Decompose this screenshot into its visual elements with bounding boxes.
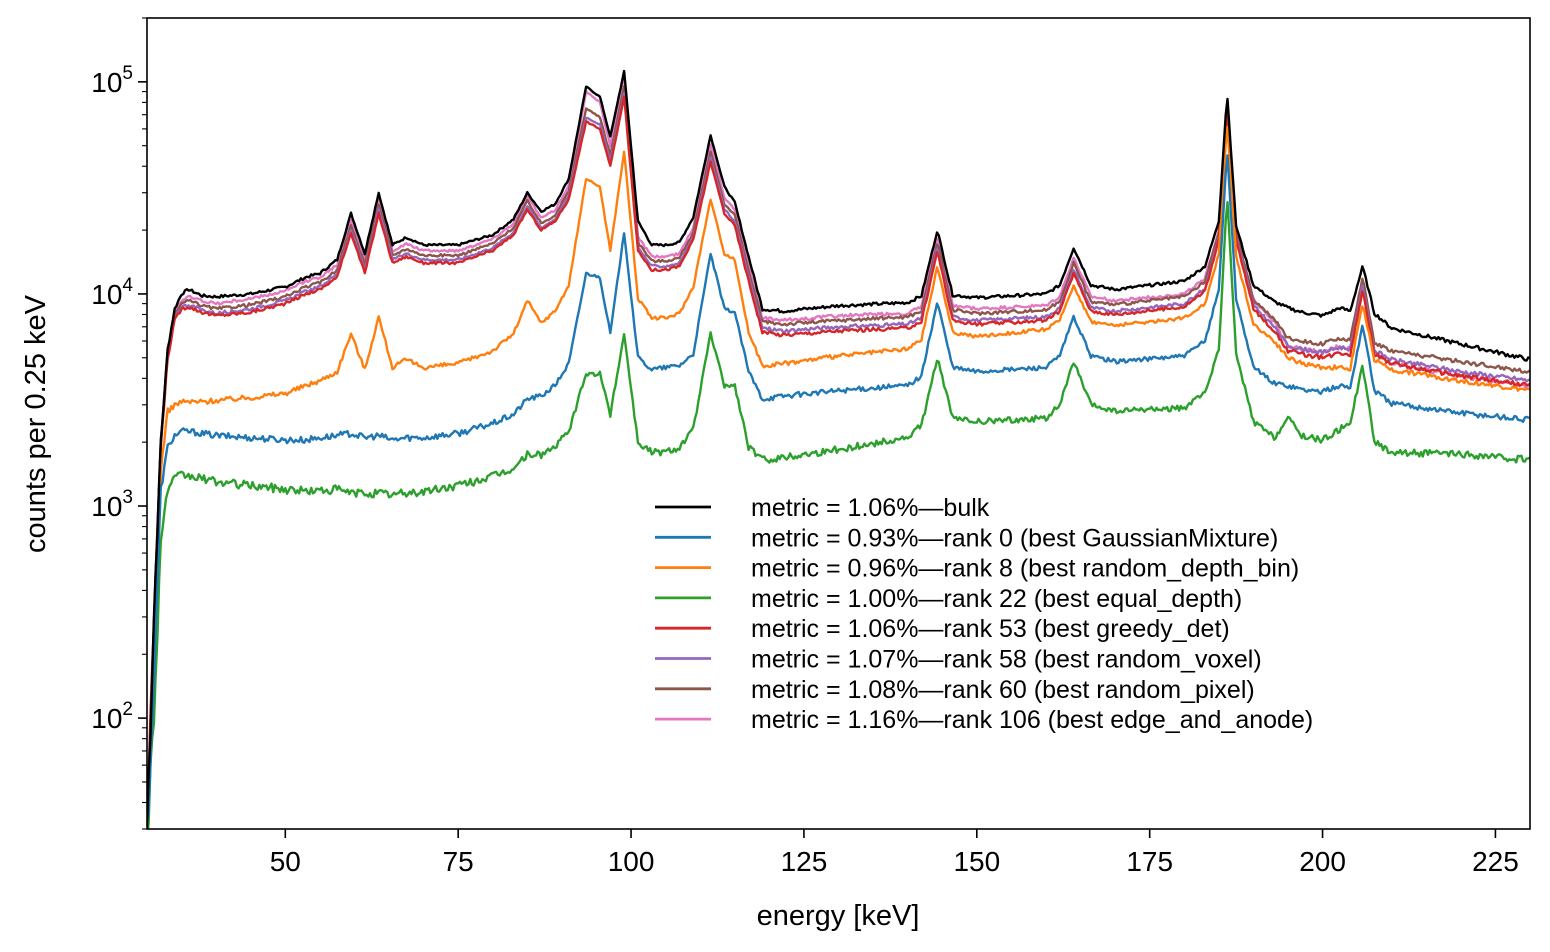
plot-frame [146,17,1531,830]
plot-background [147,18,1530,829]
x-tick-label: 50 [270,846,301,877]
legend-entry-label: metric = 1.16%—rank 106 (best edge_and_a… [751,706,1313,734]
x-tick-label: 75 [443,846,474,877]
y-axis: 102 103 104 105 [91,17,147,830]
y-tick-label: 105 [91,63,133,98]
x-axis-label: energy [keV] [757,900,920,932]
series-line-3 [147,200,1530,829]
series-line-4 [147,95,1530,829]
legend-entry-label: metric = 1.06%—bulk [751,494,990,522]
series-layer [147,69,1530,829]
x-axis: 50 75 100 125 150 175 200 225 [270,829,1519,877]
x-tick-label: 175 [1126,846,1173,877]
x-tick-label: 125 [781,846,828,877]
x-tick-label: 200 [1299,846,1346,877]
x-tick-label: 100 [608,846,655,877]
y-tick-label: 103 [91,487,133,522]
legend-entry-label: metric = 1.06%—rank 53 (best greedy_det) [751,615,1230,643]
x-tick-label: 150 [953,846,1000,877]
legend-entry-label: metric = 1.00%—rank 22 (best equal_depth… [751,585,1242,613]
legend-entry-label: metric = 1.08%—rank 60 (best random_pixe… [751,676,1255,704]
series-line-1 [147,154,1530,821]
y-tick-label: 104 [91,275,133,310]
legend-entry-label: metric = 0.96%—rank 8 (best random_depth… [751,555,1299,583]
series-line-0 [147,69,1530,829]
series-line-2 [147,125,1530,813]
legend-entry-label: metric = 0.93%—rank 0 (best GaussianMixt… [751,524,1278,552]
y-tick-label: 102 [91,699,133,734]
y-axis-label: counts per 0.25 keV [20,294,52,553]
x-tick-label: 225 [1472,846,1519,877]
legend-entry-label: metric = 1.07%—rank 58 (best random_voxe… [751,646,1262,674]
